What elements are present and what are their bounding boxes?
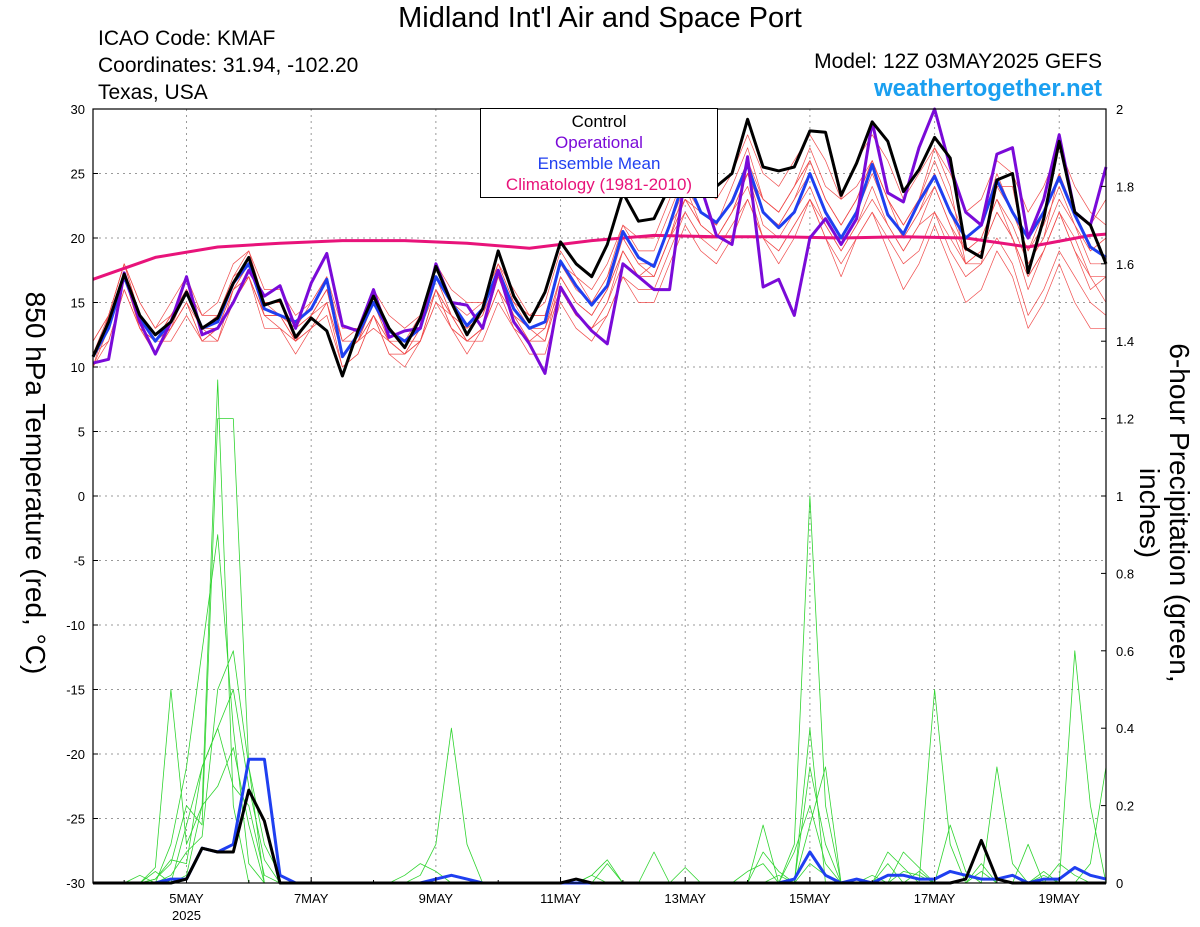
y-tick-label-left: 5 <box>78 425 85 440</box>
climatology-1981-2010-temp-line <box>92 232 1107 281</box>
control-temp-line <box>91 117 1108 378</box>
precip-member-line-3 <box>93 689 1106 884</box>
x-tick-label: 7MAY <box>294 891 329 906</box>
x-tick-label: 9MAY <box>419 891 454 906</box>
right-axis-title: 6-hour Precipitation (green, inches) <box>1134 343 1195 683</box>
x-tick-label: 13MAY <box>664 891 706 906</box>
y-tick-label-right: 1.2 <box>1116 412 1134 427</box>
y-tick-label-left: 30 <box>71 102 85 117</box>
legend-control: Control <box>571 112 627 131</box>
grid-lines <box>93 109 1106 883</box>
x-tick-label: 15MAY <box>789 891 831 906</box>
y-tick-label-left: -25 <box>66 812 85 827</box>
site-link[interactable]: weathertogether.net <box>873 75 1102 102</box>
y-tick-label-left: 10 <box>71 360 85 375</box>
y-tick-label-right: 0.8 <box>1116 566 1134 581</box>
region: Texas, USA <box>98 81 208 104</box>
y-tick-label-right: 0 <box>1116 876 1123 891</box>
y-tick-label-right: 2 <box>1116 102 1123 117</box>
axis-ticks: 302520151050-5-10-15-20-25-3021.81.61.41… <box>66 102 1134 923</box>
y-tick-label-right: 1 <box>1116 489 1123 504</box>
x-tick-label: 11MAY <box>540 891 581 906</box>
y-tick-label-right: 1.4 <box>1116 334 1134 349</box>
x-tick-label: 17MAY <box>914 891 956 906</box>
icao-code: ICAO Code: KMAF <box>98 27 276 50</box>
y-tick-label-left: 25 <box>71 167 85 182</box>
x-tick-label: 5MAY <box>169 891 204 906</box>
y-tick-label-right: 0.2 <box>1116 799 1134 814</box>
legend-mean: Ensemble Mean <box>537 154 661 173</box>
y-tick-label-left: -10 <box>66 618 85 633</box>
y-tick-label-left: -20 <box>66 747 85 762</box>
coordinates: Coordinates: 31.94, -102.20 <box>98 54 359 77</box>
x-tick-label: 19MAY <box>1038 891 1080 906</box>
y-tick-label-right: 0.4 <box>1116 721 1134 736</box>
ensemble-mean-precip-line <box>93 757 1107 885</box>
temp-member-line-2 <box>92 134 1107 342</box>
legend: Control Operational Ensemble Mean Climat… <box>480 108 718 198</box>
y-tick-label-left: 20 <box>71 231 85 246</box>
legend-operational: Operational <box>555 133 643 152</box>
temp-member-line-6 <box>92 198 1107 368</box>
y-tick-label-left: 0 <box>78 489 85 504</box>
left-axis-title: 850 hPa Temperature (red, °C) <box>20 291 51 675</box>
precip-member-line-2 <box>93 418 1107 884</box>
operational-temp-line <box>92 107 1108 375</box>
chart-title: Midland Int'l Air and Space Port <box>398 2 802 34</box>
y-tick-label-right: 1.8 <box>1116 179 1134 194</box>
y-tick-label-right: 1.6 <box>1116 257 1134 272</box>
x-tick-sublabel: 2025 <box>172 908 201 923</box>
temp-member-line-1 <box>92 186 1107 368</box>
y-tick-label-left: -5 <box>73 554 85 569</box>
temp-member-line-9 <box>92 173 1106 355</box>
model-run: Model: 12Z 03MAY2025 GEFS <box>814 50 1102 73</box>
y-tick-label-left: 15 <box>71 296 85 311</box>
legend-climatology: Climatology (1981-2010) <box>505 175 693 194</box>
y-tick-label-left: -30 <box>66 876 85 891</box>
y-tick-label-left: -15 <box>66 683 85 698</box>
y-tick-label-right: 0.6 <box>1116 644 1134 659</box>
ensemble-temp-members <box>92 134 1107 368</box>
